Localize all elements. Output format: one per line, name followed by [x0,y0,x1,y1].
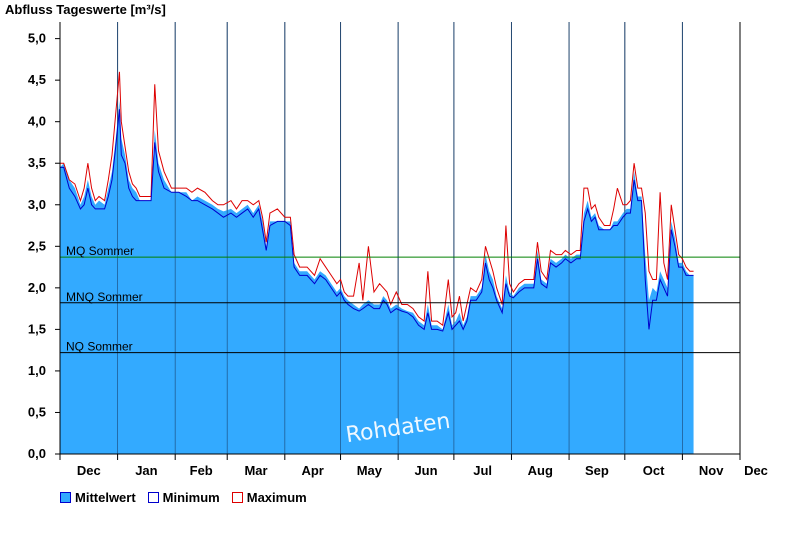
legend-swatch-minimum [147,492,159,503]
legend: Mittelwert Minimum Maximum [60,490,307,505]
legend-label-maximum: Maximum [246,490,307,505]
series-lines-layer [60,71,694,332]
legend-item-minimum: Minimum [147,490,220,505]
x-axis-month-labels: Dec Jan Feb Mar Apr May Jun Jul Aug Sep Oct Nov Dec [59,454,768,478]
y-tick-label: 3,0 [28,197,46,212]
maximum-line [60,71,694,327]
legend-swatch-mittelwert [60,492,71,503]
reference-line-label: MNQ Sommer [66,290,143,304]
reference-line-label: MQ Sommer [66,244,134,258]
legend-label-mittelwert: Mittelwert [75,490,136,505]
y-tick-label: 5,0 [28,31,46,46]
month-label: Jun [414,463,437,478]
month-label: Apr [301,463,323,478]
legend-item-maximum: Maximum [231,490,307,505]
y-tick-label: 0,0 [28,446,46,461]
month-label: Dec [77,463,101,478]
month-label: Feb [190,463,213,478]
legend-item-mittelwert: Mittelwert [60,490,136,505]
month-label: Oct [643,463,665,478]
y-tick-label: 1,0 [28,363,46,378]
mittelwert-area-layer [60,22,694,454]
month-label: Dec [744,463,768,478]
month-label: Jan [135,463,157,478]
month-label: May [357,463,383,478]
minimum-line [60,109,694,332]
month-label: Jul [473,463,492,478]
reference-lines-layer: MQ Sommer MNQ Sommer NQ Sommer [60,244,740,354]
legend-label-minimum: Minimum [162,490,220,505]
y-tick-label: 1,5 [28,321,46,336]
mittelwert-area [60,100,694,454]
y-axis-ticks: 0,0 0,5 1,0 1,5 2,0 2,5 3,0 3,5 4,0 4,5 5,0 [28,31,60,461]
reference-line-label: NQ Sommer [66,340,133,354]
legend-swatch-maximum [231,492,243,503]
y-tick-label: 2,5 [28,238,46,253]
month-label: Mar [244,463,267,478]
month-label: Aug [528,463,553,478]
y-tick-label: 2,0 [28,280,46,295]
y-tick-label: 3,5 [28,155,46,170]
y-tick-label: 4,5 [28,72,46,87]
axes [59,22,741,455]
y-tick-label: 0,5 [28,404,46,419]
month-label: Nov [699,463,724,478]
y-tick-label: 4,0 [28,114,46,129]
chart-title: Abfluss Tageswerte [m³/s] [5,2,166,17]
month-label: Sep [585,463,609,478]
